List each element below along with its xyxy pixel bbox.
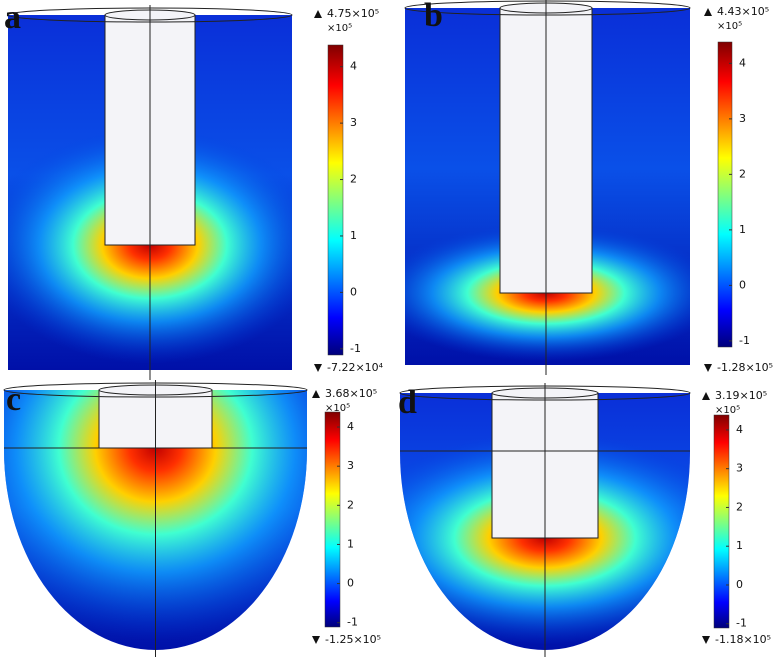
min-marker xyxy=(702,636,710,644)
colorbar-tick-label: 1 xyxy=(347,537,354,550)
colorbar-tick-label: 4 xyxy=(736,423,743,436)
colorbar-tick-label: -1 xyxy=(350,342,361,355)
colorbar xyxy=(717,41,733,348)
min-label: -1.18×10⁵ xyxy=(715,633,771,646)
panel: c 3.68×10⁵ ×10⁵ -1.25×10⁵ -1 0 1 2 3 4 xyxy=(3,380,381,657)
max-label: 4.75×10⁵ xyxy=(327,7,379,20)
panel: b 4.43×10⁵ ×10⁵ -1.28×10⁵ -1 0 1 2 3 4 xyxy=(404,0,773,375)
colorbar-tick-label: 4 xyxy=(739,56,746,69)
min-marker xyxy=(312,636,320,644)
colorbar-tick-label: 4 xyxy=(347,420,354,433)
max-label: 3.19×10⁵ xyxy=(715,389,767,402)
colorbar xyxy=(327,44,344,356)
colorbar-tick-label: -1 xyxy=(736,617,747,630)
max-label: 3.68×10⁵ xyxy=(325,387,377,400)
colorbar-tick-label: -1 xyxy=(347,616,358,629)
min-marker xyxy=(314,364,322,372)
colorbar-tick-label: 2 xyxy=(347,498,354,511)
min-marker xyxy=(704,364,712,372)
panel-label: a xyxy=(4,0,21,36)
max-marker xyxy=(314,10,322,18)
colorbar-tick-label: 1 xyxy=(739,223,746,236)
colorbar-tick-label: 3 xyxy=(739,112,746,125)
colorbar-tick-label: 3 xyxy=(347,459,354,472)
colorbar-tick-label: 2 xyxy=(350,173,357,186)
colorbar-tick-label: 1 xyxy=(350,229,357,242)
panel: a 4.75×10⁵ ×10⁵ -7.22×10⁴ -1 0 1 2 3 4 xyxy=(4,0,384,380)
colorbar-tick-label: 3 xyxy=(736,462,743,475)
unit-label: ×10⁵ xyxy=(327,23,352,34)
unit-label: ×10⁵ xyxy=(325,403,350,414)
colorbar-tick-label: 0 xyxy=(739,278,746,291)
colorbar xyxy=(324,411,341,628)
min-label: -7.22×10⁴ xyxy=(327,361,384,374)
max-marker xyxy=(702,392,710,400)
colorbar-tick-label: 4 xyxy=(350,60,357,73)
colorbar-tick-label: 0 xyxy=(347,577,354,590)
colorbar-tick-label: 1 xyxy=(736,539,743,552)
max-marker xyxy=(704,8,712,16)
unit-label: ×10⁵ xyxy=(715,405,740,416)
domain-rim xyxy=(404,0,691,16)
panel-label: d xyxy=(398,384,417,421)
max-label: 4.43×10⁵ xyxy=(717,5,769,18)
colorbar-tick-label: -1 xyxy=(739,334,750,347)
colorbar-tick-label: 2 xyxy=(736,500,743,513)
colorbar-tick-label: 0 xyxy=(736,578,743,591)
min-label: -1.28×10⁵ xyxy=(717,361,773,374)
panel-label: c xyxy=(6,381,21,418)
colorbar-tick-label: 2 xyxy=(739,167,746,180)
colorbar xyxy=(713,414,730,629)
panel: d 3.19×10⁵ ×10⁵ -1.18×10⁵ -1 0 1 2 3 4 xyxy=(398,383,771,657)
max-marker xyxy=(312,390,320,398)
colorbar-tick-label: 3 xyxy=(350,116,357,129)
colorbar-tick-label: 0 xyxy=(350,285,357,298)
min-label: -1.25×10⁵ xyxy=(325,633,381,646)
panel-label: b xyxy=(424,0,443,34)
unit-label: ×10⁵ xyxy=(717,21,742,32)
